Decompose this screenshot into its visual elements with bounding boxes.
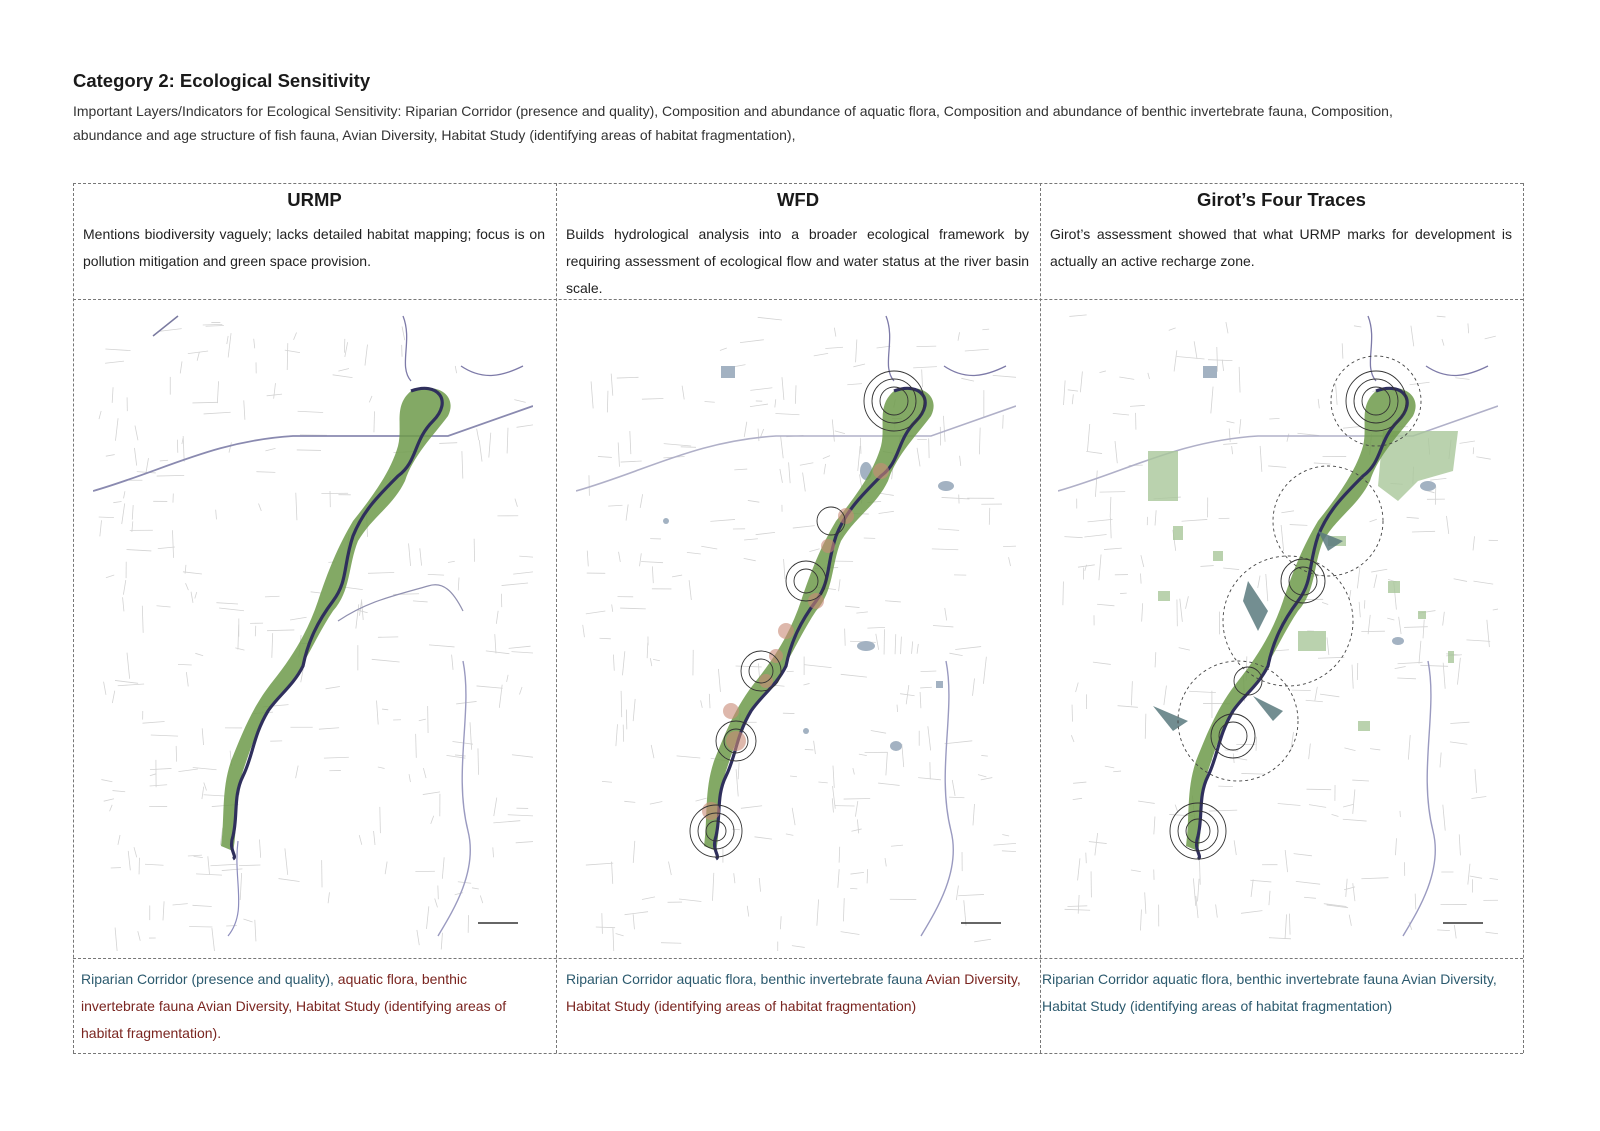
column-footer-girot: Riparian Corridor aquatic flora, benthic… — [1040, 966, 1512, 1020]
water-bodies — [663, 366, 954, 751]
table-left-border — [73, 183, 74, 1053]
river-line — [229, 386, 444, 861]
monitoring-rings — [1169, 370, 1407, 860]
table-bottom-border — [73, 1053, 1523, 1054]
water-bodies — [1203, 366, 1436, 645]
table-header-divider — [73, 299, 1523, 300]
riparian-vegetation — [1186, 387, 1416, 851]
canal-line — [337, 584, 464, 622]
highway-line — [576, 405, 1016, 492]
stream-north — [402, 315, 524, 382]
footer-red-text: Avian Diversity, Habitat Study (identify… — [566, 971, 1021, 1014]
footer-teal-text: Riparian Corridor aquatic flora, benthic… — [566, 971, 926, 987]
column-title-girot: Girot’s Four Traces — [1197, 189, 1366, 210]
stream-south — [227, 840, 240, 937]
table-column-divider-2 — [1040, 183, 1041, 1053]
tributary-line — [152, 315, 179, 337]
riparian-vegetation — [221, 387, 451, 851]
map-girot — [1058, 311, 1498, 951]
footer-teal-text: Riparian Corridor (presence and quality)… — [81, 971, 338, 987]
stream-east — [437, 660, 471, 937]
stream-north — [1367, 315, 1489, 382]
column-footer-wfd: Riparian Corridor aquatic flora, benthic… — [556, 966, 1026, 1020]
map-urmp — [93, 311, 533, 951]
river-line — [712, 386, 927, 861]
recharge-patches — [1148, 431, 1458, 731]
habitat-range-rings — [1177, 355, 1422, 782]
column-title-wfd: WFD — [776, 189, 820, 210]
urban-fabric-texture — [98, 322, 533, 951]
comparison-table: URMP Mentions biodiversity vaguely; lack… — [73, 183, 1524, 1054]
table-map-divider — [73, 958, 1523, 959]
table-top-border — [73, 183, 1523, 184]
stream-east — [920, 660, 954, 937]
column-description-wfd: Builds hydrological analysis into a broa… — [566, 226, 1029, 296]
footer-teal-text: Riparian Corridor aquatic flora, benthic… — [1042, 971, 1497, 1014]
stream-east — [1402, 660, 1436, 937]
stream-north — [885, 315, 1007, 382]
bird-silhouettes — [1153, 531, 1343, 731]
page-title: Category 2: Ecological Sensitivity — [73, 70, 371, 91]
column-description-girot: Girot’s assessment showed that what URMP… — [1050, 226, 1512, 269]
column-title-urmp: URMP — [287, 189, 342, 210]
column-footer-urmp: Riparian Corridor (presence and quality)… — [81, 966, 533, 1047]
highway-line — [93, 405, 533, 492]
page-intro: Important Layers/Indicators for Ecologic… — [73, 103, 1393, 143]
river-line — [1194, 386, 1409, 861]
map-wfd — [576, 311, 1016, 951]
monitoring-rings — [689, 370, 925, 858]
table-right-border — [1523, 183, 1524, 1053]
table-column-divider-1 — [556, 183, 557, 1053]
footer-red-text: aquatic flora, benthic invertebrate faun… — [81, 971, 507, 1041]
riparian-vegetation — [704, 387, 934, 851]
urban-fabric-texture — [582, 316, 1016, 951]
column-description-urmp: Mentions biodiversity vaguely; lacks det… — [83, 226, 545, 269]
